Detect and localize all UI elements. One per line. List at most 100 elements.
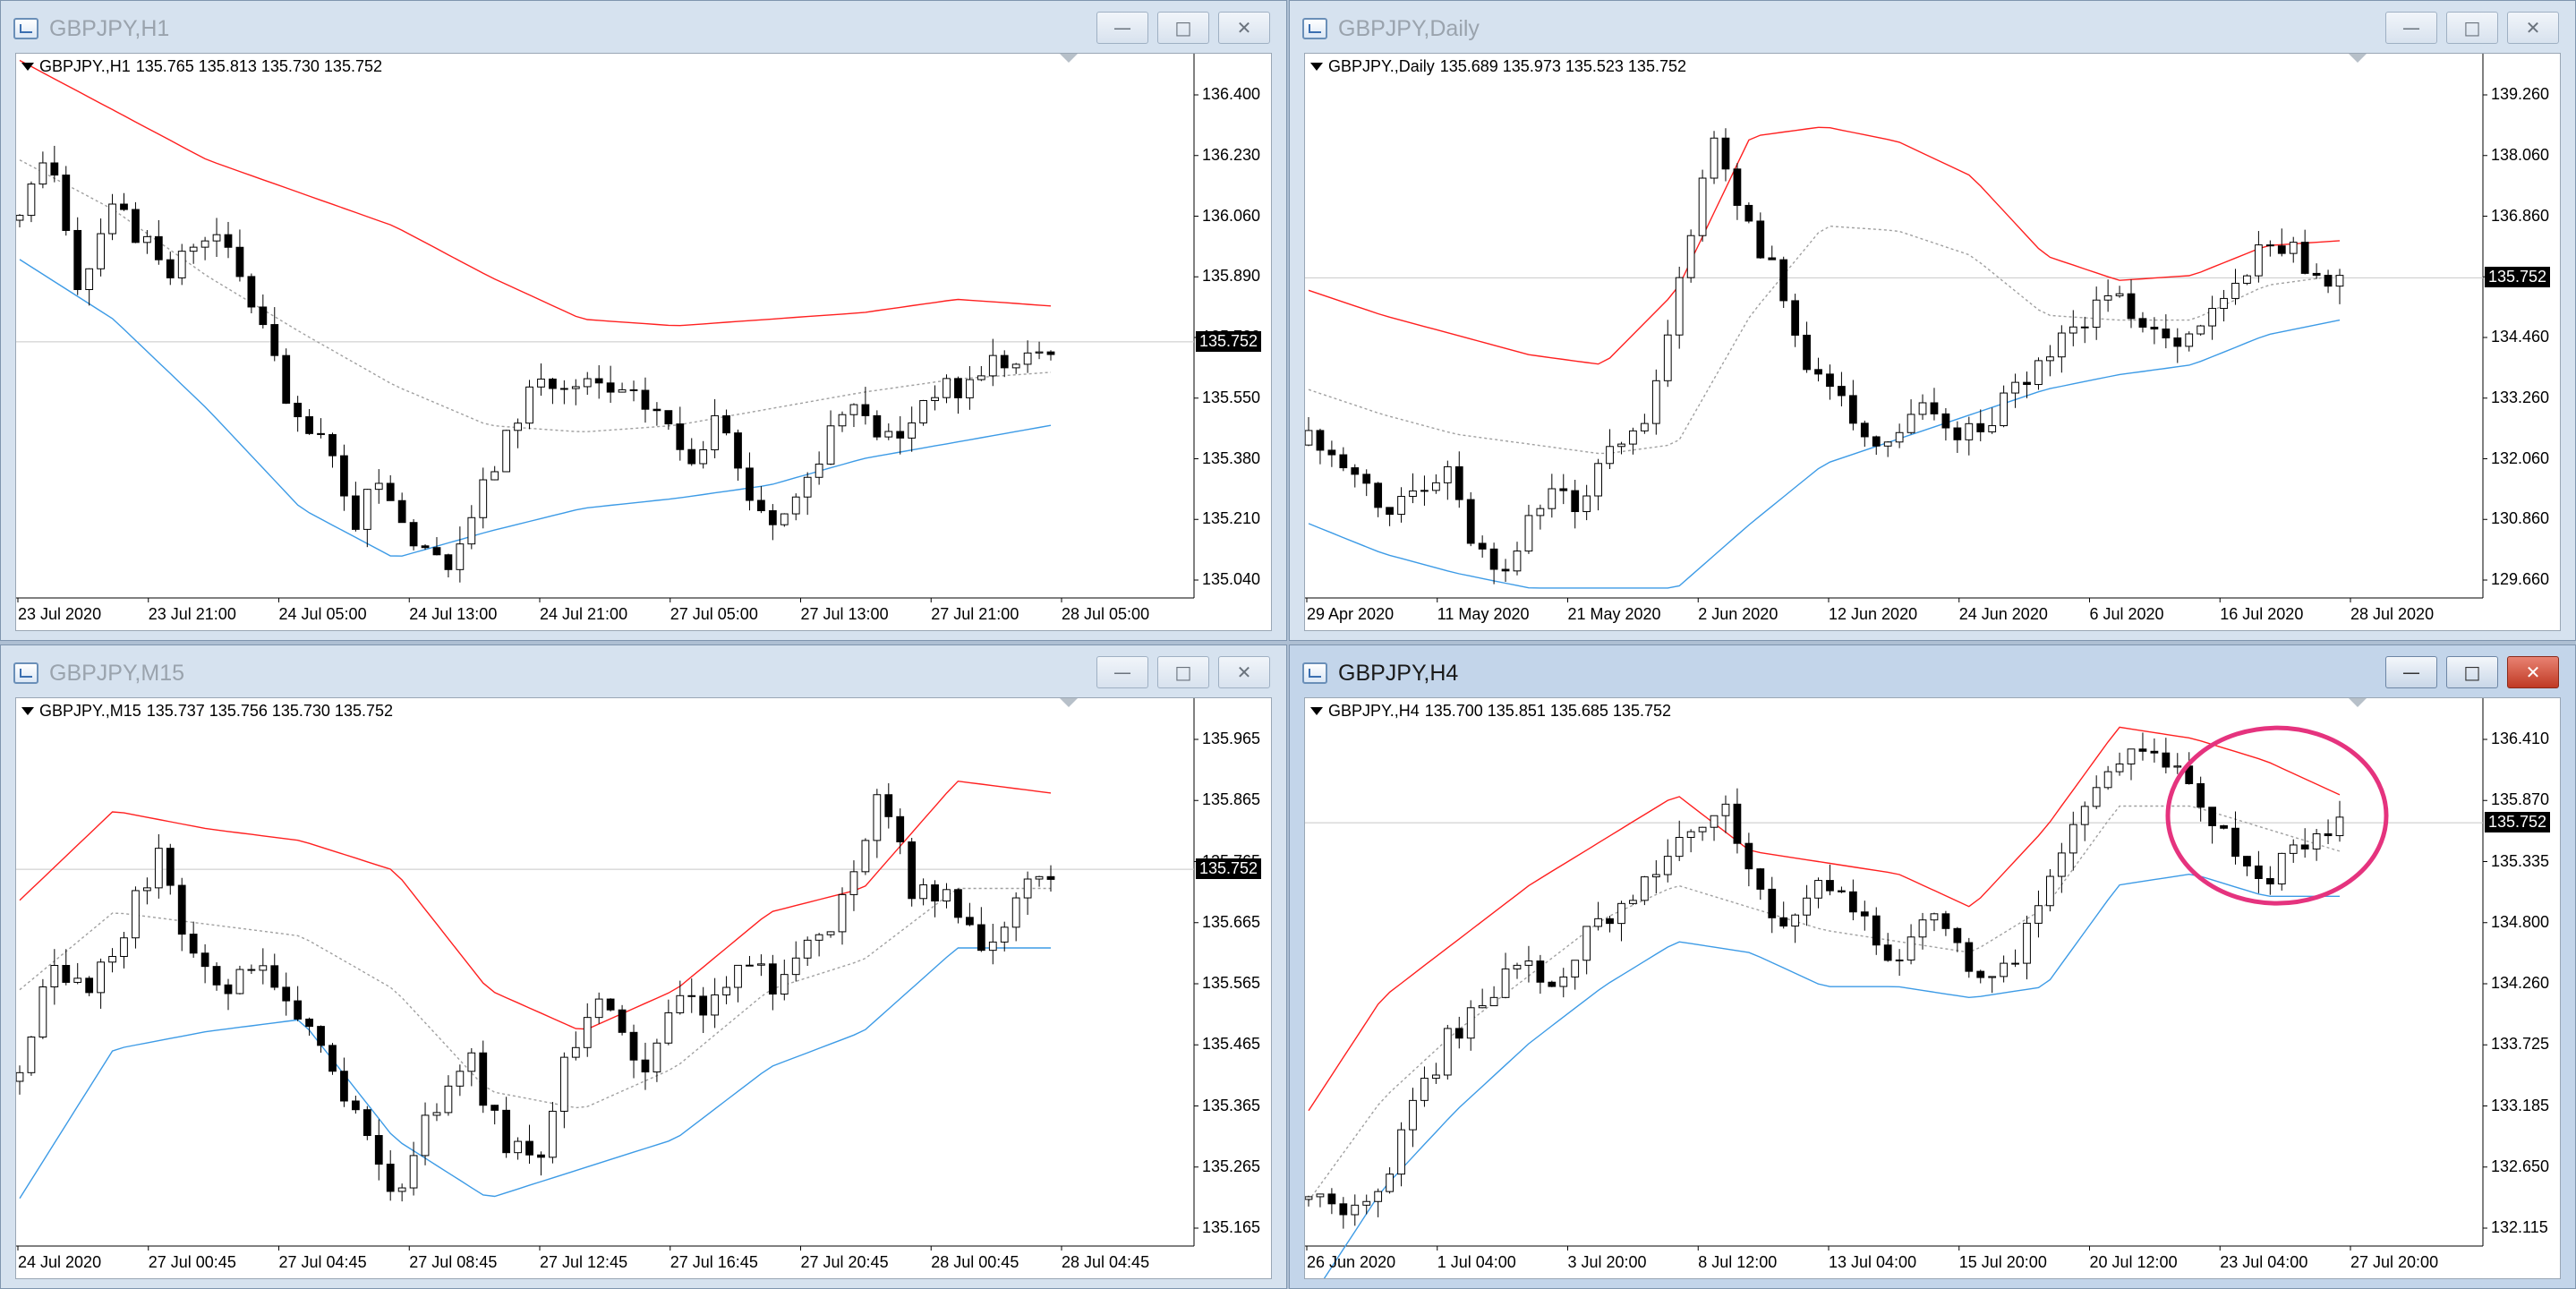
candle-body xyxy=(2289,844,2298,854)
candle xyxy=(629,1024,638,1079)
x-tick-label: 2 Jun 2020 xyxy=(1698,605,1778,623)
candle-body xyxy=(1848,891,1857,913)
minimize-button[interactable]: — xyxy=(1096,656,1148,688)
chart-header[interactable]: GBPJPY.,H4 135.700 135.851 135.685 135.7… xyxy=(1310,702,1671,721)
maximize-button[interactable]: □ xyxy=(2446,656,2498,688)
chart-header[interactable]: GBPJPY.,Daily 135.689 135.973 135.523 13… xyxy=(1310,57,1686,76)
close-button[interactable]: ✕ xyxy=(1218,12,1270,44)
candle-body xyxy=(1686,235,1695,278)
y-tick-label: 139.260 xyxy=(2491,85,2550,103)
candle xyxy=(618,1004,627,1036)
candle-body xyxy=(421,545,430,549)
chart-ohlc: 135.689 135.973 135.523 135.752 xyxy=(1439,57,1686,75)
candle xyxy=(594,992,603,1024)
candle xyxy=(2231,269,2239,305)
chart-shift-marker[interactable] xyxy=(1060,698,1078,707)
candle-body xyxy=(490,1105,499,1111)
chart-shift-marker[interactable] xyxy=(2349,698,2367,707)
minimize-button[interactable]: — xyxy=(2385,12,2437,44)
candle-body xyxy=(38,162,47,185)
close-button[interactable]: ✕ xyxy=(2507,656,2559,688)
chart-window-h1[interactable]: GBPJPY,H1 — □ ✕ GBPJPY.,H1 135.765 135.8… xyxy=(0,0,1287,641)
candle xyxy=(549,1102,557,1164)
chart-symbol: GBPJPY.,Daily xyxy=(1328,57,1435,75)
candle-body xyxy=(734,964,742,988)
candle xyxy=(1000,350,1009,378)
close-button[interactable]: ✕ xyxy=(1218,656,1270,688)
candle-body xyxy=(1838,890,1846,892)
dropdown-triangle-icon[interactable] xyxy=(21,707,34,715)
candle-body xyxy=(479,479,488,518)
window-titlebar[interactable]: GBPJPY,Daily — □ ✕ xyxy=(1290,1,2575,56)
candle-body xyxy=(328,433,337,457)
candle-body xyxy=(525,1140,533,1156)
dropdown-triangle-icon[interactable] xyxy=(21,63,34,71)
chart-header[interactable]: GBPJPY.,H1 135.765 135.813 135.730 135.7… xyxy=(21,57,382,76)
chart-window-m15[interactable]: GBPJPY,M15 — □ ✕ GBPJPY.,M15 135.737 135… xyxy=(0,644,1287,1289)
candle-body xyxy=(1860,911,1869,917)
candle-body xyxy=(317,1026,325,1046)
candle-body xyxy=(1733,803,1742,844)
candle-body xyxy=(1617,902,1625,925)
chart-area[interactable]: GBPJPY.,H1 135.765 135.813 135.730 135.7… xyxy=(15,53,1272,631)
candle xyxy=(38,151,47,189)
candle-body xyxy=(1710,815,1719,828)
candle xyxy=(1443,460,1452,500)
candle xyxy=(583,1003,592,1057)
x-tick-label: 6 Jul 2020 xyxy=(2089,605,2164,623)
window-titlebar[interactable]: GBPJPY,M15 — □ ✕ xyxy=(1,645,1286,701)
chart-window-h4[interactable]: GBPJPY,H4 — □ ✕ GBPJPY.,H4 135.700 135.8… xyxy=(1289,644,2576,1289)
y-tick-label: 135.550 xyxy=(1202,388,1261,406)
candle-body xyxy=(884,431,893,438)
candle xyxy=(2208,807,2217,844)
chart-area[interactable]: GBPJPY.,Daily 135.689 135.973 135.523 13… xyxy=(1304,53,2561,631)
candle xyxy=(189,921,198,958)
candle-body xyxy=(722,986,730,995)
chart-area[interactable]: GBPJPY.,H4 135.700 135.851 135.685 135.7… xyxy=(1304,697,2561,1279)
x-tick-label: 15 Jul 20:00 xyxy=(1958,1253,2047,1271)
window-titlebar[interactable]: GBPJPY,H4 — □ ✕ xyxy=(1290,645,2575,701)
candle xyxy=(1848,879,1857,921)
chart-header[interactable]: GBPJPY.,M15 135.737 135.756 135.730 135.… xyxy=(21,702,393,721)
chart-window-daily[interactable]: GBPJPY,Daily — □ ✕ GBPJPY.,Daily 135.689… xyxy=(1289,0,2576,641)
candle xyxy=(259,294,268,329)
candle xyxy=(340,1057,348,1107)
maximize-button[interactable]: □ xyxy=(1157,12,1209,44)
candle xyxy=(467,505,476,550)
candle xyxy=(1895,423,1904,448)
minimize-button[interactable]: — xyxy=(1096,12,1148,44)
candle xyxy=(1536,504,1545,530)
x-tick-label: 27 Jul 21:00 xyxy=(931,605,1019,623)
close-button[interactable]: ✕ xyxy=(2507,12,2559,44)
x-tick-label: 28 Jul 04:45 xyxy=(1062,1253,1150,1271)
y-tick-label: 132.115 xyxy=(2491,1218,2548,1236)
chart-area[interactable]: GBPJPY.,M15 135.737 135.756 135.730 135.… xyxy=(15,697,1272,1279)
candle xyxy=(826,931,835,938)
chart-shift-marker[interactable] xyxy=(1060,54,1078,63)
candle-body xyxy=(189,934,198,954)
candle xyxy=(1454,451,1463,508)
maximize-button[interactable]: □ xyxy=(2446,12,2498,44)
candle-body xyxy=(791,957,800,976)
minimize-button[interactable]: — xyxy=(2385,656,2437,688)
chart-shift-marker[interactable] xyxy=(2349,54,2367,63)
candle xyxy=(699,986,708,1034)
candle xyxy=(154,219,163,265)
candle-body xyxy=(1965,942,1974,972)
candle-body xyxy=(1953,427,1962,440)
maximize-button[interactable]: □ xyxy=(1157,656,1209,688)
candle xyxy=(908,406,917,452)
candle xyxy=(1988,976,1997,994)
window-titlebar[interactable]: GBPJPY,H1 — □ ✕ xyxy=(1,1,1286,56)
candle xyxy=(490,1105,499,1125)
candle-body xyxy=(559,1056,568,1112)
candle xyxy=(1629,427,1637,455)
dropdown-triangle-icon[interactable] xyxy=(1310,63,1323,71)
candle xyxy=(2196,776,2205,822)
candle-body xyxy=(142,887,151,892)
candle-body xyxy=(1431,482,1440,491)
candle xyxy=(1431,474,1440,494)
candle xyxy=(549,378,557,405)
candle-body xyxy=(1386,507,1394,516)
dropdown-triangle-icon[interactable] xyxy=(1310,707,1323,715)
